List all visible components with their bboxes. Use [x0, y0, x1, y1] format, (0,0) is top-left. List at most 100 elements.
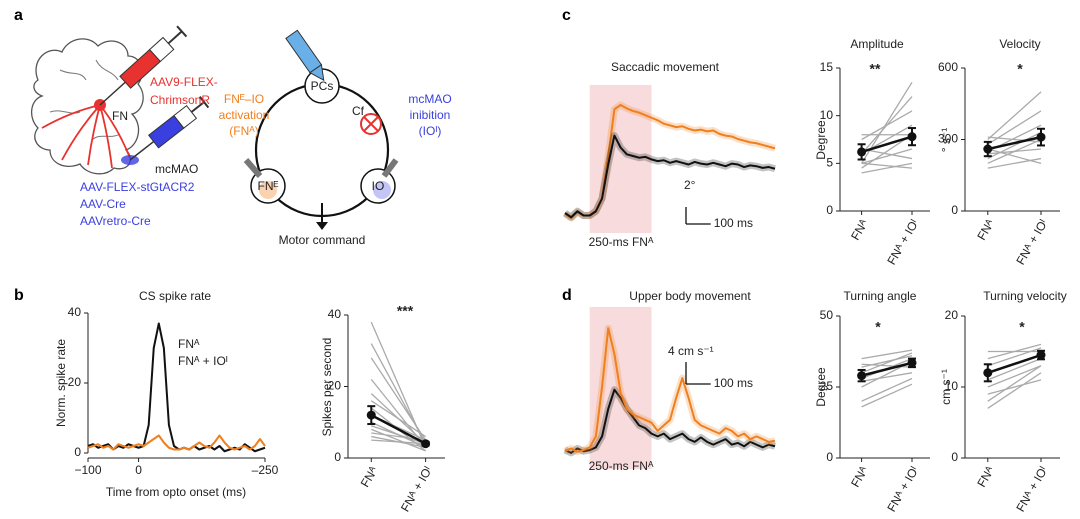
y-tick-label: 10: [945, 379, 959, 393]
mean-line: [861, 361, 913, 377]
y-tick-label: 10: [820, 108, 834, 122]
mean-dot: [857, 147, 867, 157]
legend-entry: FNᴬ + IOᴵ: [178, 354, 228, 368]
y-tick-label: 0: [74, 445, 81, 459]
virus-label: ChrimsonR: [150, 93, 210, 107]
output-label: Motor command: [279, 233, 366, 247]
shade-label: 250-ms FNᴬ: [589, 235, 654, 249]
subject-line: [987, 148, 1042, 164]
subject-line: [987, 365, 1042, 402]
subject-line: [987, 365, 1042, 388]
region-label: mcMAO: [155, 162, 198, 176]
chart-title: CS spike rate: [139, 289, 211, 303]
subject-line: [987, 148, 1042, 155]
y-tick-label: 50: [820, 308, 834, 322]
subject-line: [861, 162, 913, 174]
subject-line: [370, 357, 427, 441]
x-tick-label: –250: [252, 463, 279, 477]
y-tick-label: 15: [820, 60, 834, 74]
y-axis-label: cm s⁻¹: [939, 369, 953, 405]
chart-title: Turning velocity: [983, 289, 1067, 303]
shade-label: 250-ms FNᴬ: [589, 459, 654, 473]
mean-line: [987, 135, 1042, 151]
region-label: FN: [112, 109, 128, 123]
subject-line: [987, 91, 1042, 140]
node-label: (FNᴬ): [229, 124, 258, 138]
mean-dot: [1036, 132, 1046, 142]
x-tick-label: 0: [135, 463, 142, 477]
mean-dot: [983, 144, 993, 154]
scale-label: 100 ms: [714, 376, 753, 390]
y-tick-label: 300: [938, 132, 958, 146]
mean-dot: [421, 439, 431, 449]
node-label: activation: [219, 108, 270, 122]
circuit: [243, 29, 399, 230]
legend-entry: FNᴬ: [178, 337, 200, 351]
node-label: Cf: [352, 104, 365, 118]
y-axis-label: ° s⁻¹: [939, 128, 953, 152]
node-label: FNᴱ: [258, 179, 279, 193]
x-tick-label: FNᴬ + IOᴵ: [1013, 217, 1050, 267]
y-tick-label: 40: [68, 305, 82, 319]
chart-title: Upper body movement: [629, 289, 751, 303]
subject-line: [861, 148, 913, 164]
mean-dot: [857, 371, 867, 381]
subject-line: [370, 400, 426, 438]
subject-line: [987, 357, 1042, 381]
x-tick-label: FNᴬ: [358, 464, 381, 490]
significance: *: [875, 319, 881, 335]
y-axis-label: Degree: [814, 120, 828, 160]
significance: *: [1019, 319, 1025, 335]
mean-line: [370, 413, 427, 445]
scale-label: 100 ms: [714, 216, 753, 230]
virus-label: AAV-FLEX-stGtACR2: [80, 180, 195, 194]
stimulus-shade: [589, 85, 652, 233]
y-tick-label: 0: [951, 203, 958, 217]
brain-schematic: [31, 25, 210, 175]
subject-line: [987, 372, 1042, 409]
x-tick-label: FNᴬ: [974, 217, 997, 243]
node-label: PCs: [311, 79, 334, 93]
chart-title: Velocity: [999, 37, 1040, 51]
y-axis-label: Spikes per second: [320, 338, 334, 437]
subject-line: [987, 379, 1042, 395]
significance: ***: [397, 303, 414, 319]
subject-line: [861, 377, 913, 402]
node-label: (IOᴵ): [419, 124, 442, 138]
panel-letter: b: [14, 287, 24, 304]
panel-letter: a: [14, 7, 23, 24]
virus-label: AAV-Cre: [80, 197, 126, 211]
panel-letter: c: [562, 7, 571, 24]
mean-dot: [1036, 350, 1046, 360]
y-tick-label: 0: [951, 450, 958, 464]
y-tick-label: 25: [820, 379, 834, 393]
virus-label: AAVretro-Cre: [80, 214, 151, 228]
y-tick-label: 20: [328, 379, 342, 393]
subject-line: [861, 352, 913, 374]
mean-dot: [983, 368, 993, 378]
subject-line: [371, 428, 426, 452]
subject-line: [861, 162, 913, 169]
x-tick-label: FNᴬ: [848, 217, 871, 243]
significance: **: [870, 61, 881, 77]
node-label: mcMAO: [408, 92, 451, 106]
trace-line: [564, 134, 776, 219]
x-tick-label: FNᴬ: [848, 464, 871, 490]
y-tick-label: 0: [826, 203, 833, 217]
x-tick-label: −100: [74, 463, 101, 477]
y-tick-label: 600: [938, 60, 958, 74]
trace-line: [564, 388, 776, 454]
subject-line: [987, 131, 1042, 160]
x-tick-label: FNᴬ: [974, 464, 997, 490]
node-label: FNᴱ–IO: [224, 92, 264, 106]
node-label: IO: [372, 179, 385, 193]
subject-line: [861, 383, 913, 408]
x-tick-label: FNᴬ + IOᴵ: [884, 217, 921, 267]
y-tick-label: 0: [334, 450, 341, 464]
chart-title: Turning angle: [844, 289, 917, 303]
subject-line: [987, 110, 1042, 145]
subject-line: [987, 157, 1042, 169]
subject-line: [371, 439, 426, 445]
scale-label: 4 cm s⁻¹: [668, 344, 714, 358]
trace-line: [87, 322, 266, 453]
